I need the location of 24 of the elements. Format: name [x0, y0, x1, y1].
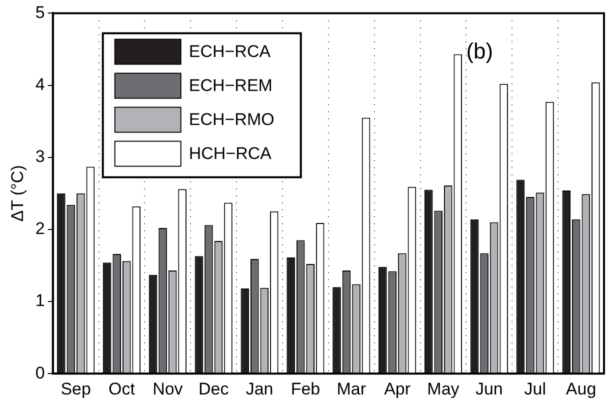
x-tick-label: Apr [384, 379, 411, 398]
legend-label: ECH−REM [188, 76, 272, 95]
x-tick-label: Jul [524, 379, 546, 398]
y-tick-label: 0 [35, 363, 45, 382]
y-tick-label: 2 [35, 219, 45, 238]
y-tick-label: 1 [35, 291, 45, 310]
y-axis-title: ΔT (°C) [8, 165, 27, 222]
y-tick-label: 3 [35, 147, 45, 166]
y-tick-label: 4 [35, 74, 45, 94]
y-tick-label: 5 [35, 2, 45, 22]
x-tick-label: Sep [60, 379, 91, 398]
x-tick-label: Oct [108, 379, 136, 398]
x-tick-label: Dec [198, 379, 230, 398]
series-label: HCH−RCA [188, 144, 272, 163]
x-tick-label: Feb [290, 379, 320, 398]
x-tick-label: May [427, 379, 460, 398]
legend-label: ECH−RCA [188, 42, 272, 61]
x-tick-label: Aug [566, 379, 596, 398]
x-tick-label: Nov [152, 379, 184, 398]
legend-label: ECH−RMO [188, 110, 274, 129]
annotation: (b) [466, 38, 494, 64]
x-tick-label: Jan [246, 379, 274, 398]
x-tick-label: Mar [336, 379, 366, 398]
x-tick-label: Jun [475, 379, 503, 398]
